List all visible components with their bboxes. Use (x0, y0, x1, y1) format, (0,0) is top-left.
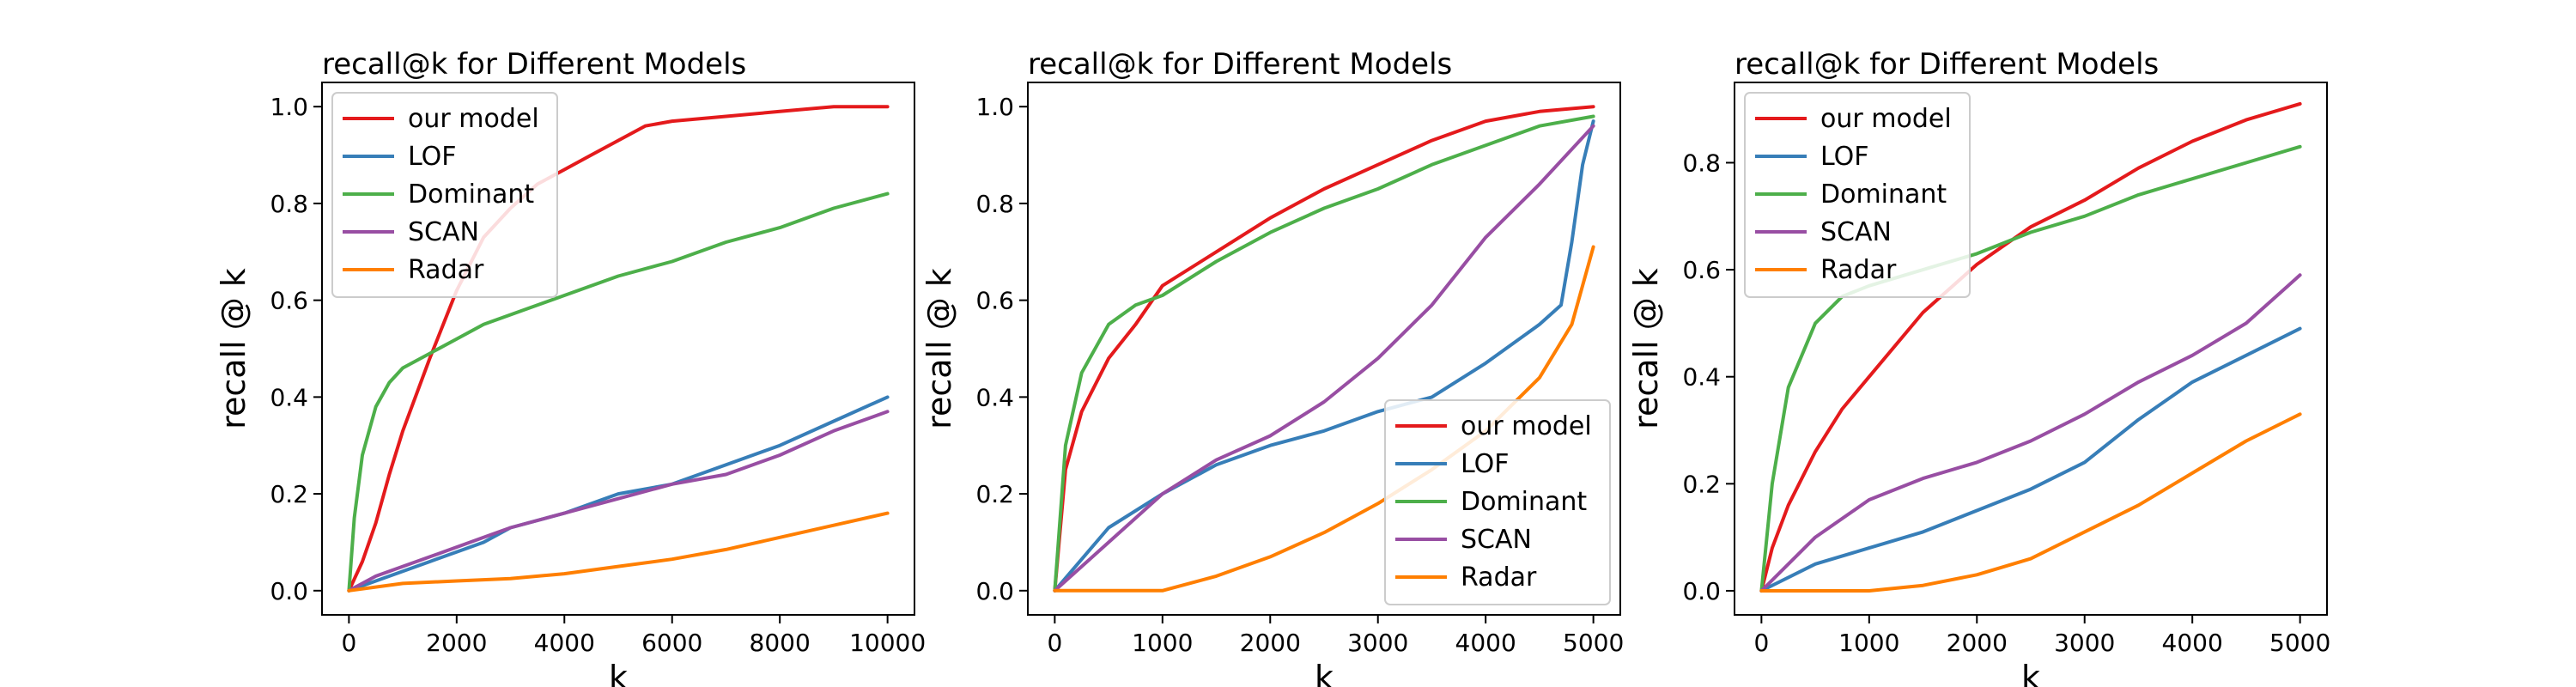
y-tick-label: 0.4 (270, 383, 308, 411)
x-tick-label: 3000 (1347, 629, 1408, 657)
y-axis-label: recall @ k (1627, 268, 1665, 429)
legend-entry: our model (1820, 104, 1952, 134)
x-tick-label: 6000 (641, 629, 702, 657)
y-tick-label: 0.6 (1682, 256, 1721, 284)
y-tick-label: 0.6 (975, 287, 1014, 315)
y-tick-label: 0.4 (975, 383, 1014, 411)
legend-entry: our model (1461, 411, 1592, 441)
legend-entry: LOF (1461, 449, 1510, 479)
legend-entry: SCAN (1461, 525, 1532, 555)
series-line-our-model (1053, 105, 1595, 593)
y-tick-label: 0.2 (270, 480, 308, 508)
legend-entry: SCAN (408, 217, 479, 247)
x-tick-label: 5000 (1563, 629, 1624, 657)
y-tick-label: 1.0 (975, 93, 1014, 121)
y-tick-label: 0.8 (270, 190, 308, 218)
x-axis-label: k (609, 659, 628, 687)
legend-box (331, 92, 558, 298)
plot-frame (321, 82, 915, 616)
legend-entry: Dominant (1820, 179, 1947, 210)
legend: our model LOF Dominant SCAN Radar (331, 92, 558, 298)
plot-frame (1734, 82, 2328, 616)
series-line-scan (1759, 273, 2302, 593)
y-axis-label: recall @ k (215, 268, 252, 429)
y-tick-label: 0.6 (270, 287, 308, 315)
x-tick-label: 0 (341, 629, 356, 657)
y-tick-label: 1.0 (270, 93, 308, 121)
chart-panel-2: 0 1000 2000 3000 4000 5000 0.0 0.2 0.4 0.6 0.8 1.0 r… (920, 47, 1624, 687)
series-line-radar (1759, 412, 2302, 593)
legend-entry: LOF (408, 142, 457, 172)
y-tick-label: 0.2 (1682, 470, 1721, 498)
x-tick-label: 1000 (1132, 629, 1193, 657)
series-line-dominant (1053, 114, 1595, 593)
legend-entry: LOF (1820, 142, 1869, 172)
legend: our model LOF Dominant SCAN Radar (1384, 399, 1611, 605)
y-tick-label: 0.0 (270, 577, 308, 605)
legend: our model LOF Dominant SCAN Radar (1744, 92, 1971, 298)
chart-title: recall@k for Different Models (1735, 47, 2159, 82)
x-tick-label: 4000 (2162, 629, 2223, 657)
x-tick-label: 8000 (750, 629, 811, 657)
legend-entry: our model (408, 104, 539, 134)
x-tick-label: 3000 (2054, 629, 2115, 657)
chart-panel-1: 0 2000 4000 6000 8000 10000 0.0 0.2 0.4 0.6 0.8 1.0… (215, 47, 926, 687)
series-line-radar (347, 511, 890, 593)
x-tick-label: 4000 (1455, 629, 1516, 657)
plot-frame (1027, 82, 1621, 616)
legend-entry: Dominant (1461, 487, 1587, 517)
series-line-lof (1759, 326, 2302, 593)
series-line-lof (347, 395, 890, 593)
x-tick-label: 1000 (1838, 629, 1899, 657)
series-line-dominant (347, 192, 890, 593)
x-tick-label: 10000 (849, 629, 926, 657)
y-tick-label: 0.8 (1682, 149, 1721, 177)
x-tick-label: 5000 (2269, 629, 2330, 657)
x-tick-label: 4000 (534, 629, 595, 657)
legend-entry: Radar (1461, 562, 1537, 593)
series-line-radar (1053, 245, 1595, 593)
legend-entry: Radar (1820, 255, 1897, 285)
chart-title: recall@k for Different Models (1028, 47, 1452, 82)
legend-entry: Radar (408, 255, 484, 285)
x-axis-label: k (1315, 659, 1334, 687)
y-axis-label: recall @ k (920, 268, 958, 429)
y-tick-label: 0.2 (975, 480, 1014, 508)
x-axis-label: k (2021, 659, 2040, 687)
legend-entry: SCAN (1820, 217, 1892, 247)
y-tick-label: 0.8 (975, 190, 1014, 218)
x-tick-label: 0 (1047, 629, 1062, 657)
x-tick-label: 0 (1753, 629, 1769, 657)
legend-entry: Dominant (408, 179, 534, 210)
legend-box (1744, 92, 1971, 298)
x-tick-label: 2000 (1240, 629, 1301, 657)
legend-box (1384, 399, 1611, 605)
series-line-scan (347, 410, 890, 593)
y-tick-label: 0.4 (1682, 363, 1721, 392)
x-tick-label: 2000 (1947, 629, 2008, 657)
y-tick-label: 0.0 (1682, 577, 1721, 605)
chart-title: recall@k for Different Models (322, 47, 746, 82)
chart-panel-3: 0 1000 2000 3000 4000 5000 0.0 0.2 0.4 0.6 0.8 reca… (1627, 47, 2330, 687)
series-line-scan (1053, 124, 1595, 593)
y-tick-label: 0.0 (975, 577, 1014, 605)
x-tick-label: 2000 (426, 629, 487, 657)
